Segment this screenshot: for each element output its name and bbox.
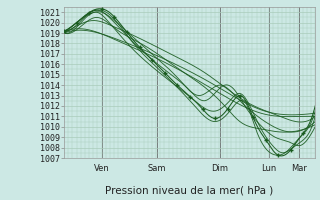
Text: Lun: Lun bbox=[261, 164, 276, 173]
Text: Pression niveau de la mer( hPa ): Pression niveau de la mer( hPa ) bbox=[106, 185, 274, 195]
Text: Ven: Ven bbox=[94, 164, 109, 173]
Text: Mar: Mar bbox=[291, 164, 307, 173]
Text: Sam: Sam bbox=[148, 164, 166, 173]
Text: Dim: Dim bbox=[211, 164, 228, 173]
